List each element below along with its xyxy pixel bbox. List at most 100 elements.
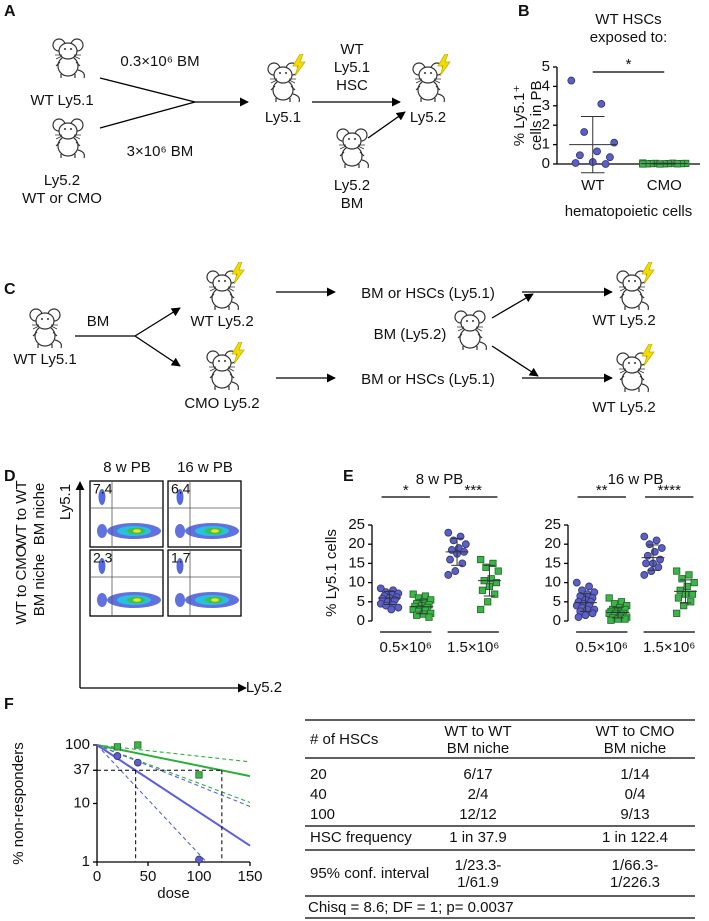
column-title: 16 w PB xyxy=(177,459,233,476)
gate-value: 6.4 xyxy=(171,481,191,497)
arrow xyxy=(491,293,534,319)
data-point xyxy=(597,99,606,108)
label: WT Ly5.1 xyxy=(13,351,76,368)
cell-population xyxy=(133,598,141,602)
cell-population xyxy=(176,558,184,574)
data-point xyxy=(444,528,453,537)
data-point xyxy=(444,571,453,579)
panel-label: A xyxy=(4,3,16,20)
data-point xyxy=(575,151,584,160)
table-cell: 95% conf. interval xyxy=(310,865,429,882)
significance-label: *** xyxy=(464,482,482,499)
y-tick-label: 3 xyxy=(542,97,550,114)
x-tick-label: CMO xyxy=(647,177,682,194)
label: WT Ly5.2 xyxy=(190,313,253,330)
x-axis-label: hematopoietic cells xyxy=(565,203,693,220)
data-point xyxy=(572,578,581,587)
data-point xyxy=(451,567,460,575)
data-point xyxy=(601,160,610,168)
data-point xyxy=(673,567,681,575)
x-tick-label: 0.5×10⁶ xyxy=(576,639,628,656)
data-point xyxy=(685,571,693,579)
data-point xyxy=(674,594,683,602)
y-tick-label: 5 xyxy=(357,593,365,610)
y-tick-label: 0 xyxy=(357,612,365,629)
axis-label: Ly5.2 xyxy=(246,679,282,696)
data-point xyxy=(484,598,492,606)
column-title: 8 w PB xyxy=(103,459,151,476)
table-cell: 1/66.3- xyxy=(612,857,659,874)
significance-label: ** xyxy=(596,482,608,499)
x-axis-label: dose xyxy=(157,885,190,902)
data-point xyxy=(657,544,666,552)
cell-population xyxy=(211,598,219,602)
significance-label: * xyxy=(403,482,409,499)
data-point xyxy=(640,571,649,579)
data-point xyxy=(449,536,458,545)
x-tick-label: 1.5×10⁶ xyxy=(643,639,695,656)
significance-label: * xyxy=(626,56,632,73)
data-point xyxy=(461,540,470,549)
y-tick-label: 2 xyxy=(542,116,550,133)
data-point xyxy=(478,586,487,594)
data-point xyxy=(656,555,664,564)
y-axis-label: % non-responders xyxy=(10,742,27,865)
y-tick-label: 0 xyxy=(553,612,561,629)
data-point xyxy=(643,551,652,560)
y-tick-label: 10 xyxy=(73,794,90,811)
data-point xyxy=(581,611,590,620)
axis-label: Ly5.1 xyxy=(57,484,74,520)
data-point xyxy=(642,559,650,568)
data-point xyxy=(652,536,661,545)
gate-value: 1.7 xyxy=(171,550,191,566)
label: Ly5.1 xyxy=(334,59,370,76)
mouse-icon xyxy=(52,38,86,79)
data-point xyxy=(491,590,499,598)
mouse-icon xyxy=(206,350,239,391)
mouse-icon xyxy=(412,62,445,103)
label: Ly5.2 xyxy=(44,172,80,189)
table-header: BM niche xyxy=(447,740,510,757)
label: CMO Ly5.2 xyxy=(184,395,259,412)
table-header: WT to WT xyxy=(444,723,511,740)
label: WT xyxy=(340,41,363,58)
table-cell: 1 in 122.4 xyxy=(602,829,668,846)
label: BM xyxy=(87,313,110,330)
table-cell: 0/4 xyxy=(625,786,646,803)
label: WT Ly5.1 xyxy=(30,92,93,109)
arrow xyxy=(491,345,539,377)
fit-line xyxy=(96,744,207,863)
label: 3×10⁶ BM xyxy=(127,143,194,160)
label: WT Ly5.2 xyxy=(592,312,655,329)
significance-label: **** xyxy=(658,482,682,499)
connector xyxy=(99,101,196,129)
table-header: # of HSCs xyxy=(310,731,378,748)
cell-population xyxy=(98,489,106,505)
y-tick-label: 20 xyxy=(348,535,365,552)
data-point xyxy=(650,547,659,556)
data-point xyxy=(588,609,597,618)
cell-population xyxy=(133,529,141,533)
data-point xyxy=(645,540,654,549)
y-axis-label: cells in PB xyxy=(528,80,545,150)
label: Ly5.2 xyxy=(334,177,370,194)
chart-title: 16 w PB xyxy=(608,471,664,488)
label: BM or HSCs (Ly5.1) xyxy=(361,371,495,388)
table-header: BM niche xyxy=(604,740,667,757)
cell-population xyxy=(97,593,107,607)
gate-value: 7.4 xyxy=(93,481,113,497)
y-tick-label: 37 xyxy=(73,761,90,778)
data-point xyxy=(113,743,121,751)
fit-line xyxy=(96,744,251,778)
mouse-icon xyxy=(616,270,650,311)
label: Ly5.1 xyxy=(265,109,301,126)
panel-c: WT Ly5.1 BM WT Ly5.2 CMO Ly5.2 BM or HSC… xyxy=(13,262,656,416)
mouse-icon xyxy=(267,62,300,103)
table-cell: 20 xyxy=(310,766,327,783)
data-point xyxy=(425,613,433,621)
y-tick-label: 4 xyxy=(542,77,550,94)
mouse-icon xyxy=(52,118,86,159)
data-point xyxy=(394,603,403,612)
data-point xyxy=(413,611,421,619)
table-cell: 6/17 xyxy=(463,766,492,783)
